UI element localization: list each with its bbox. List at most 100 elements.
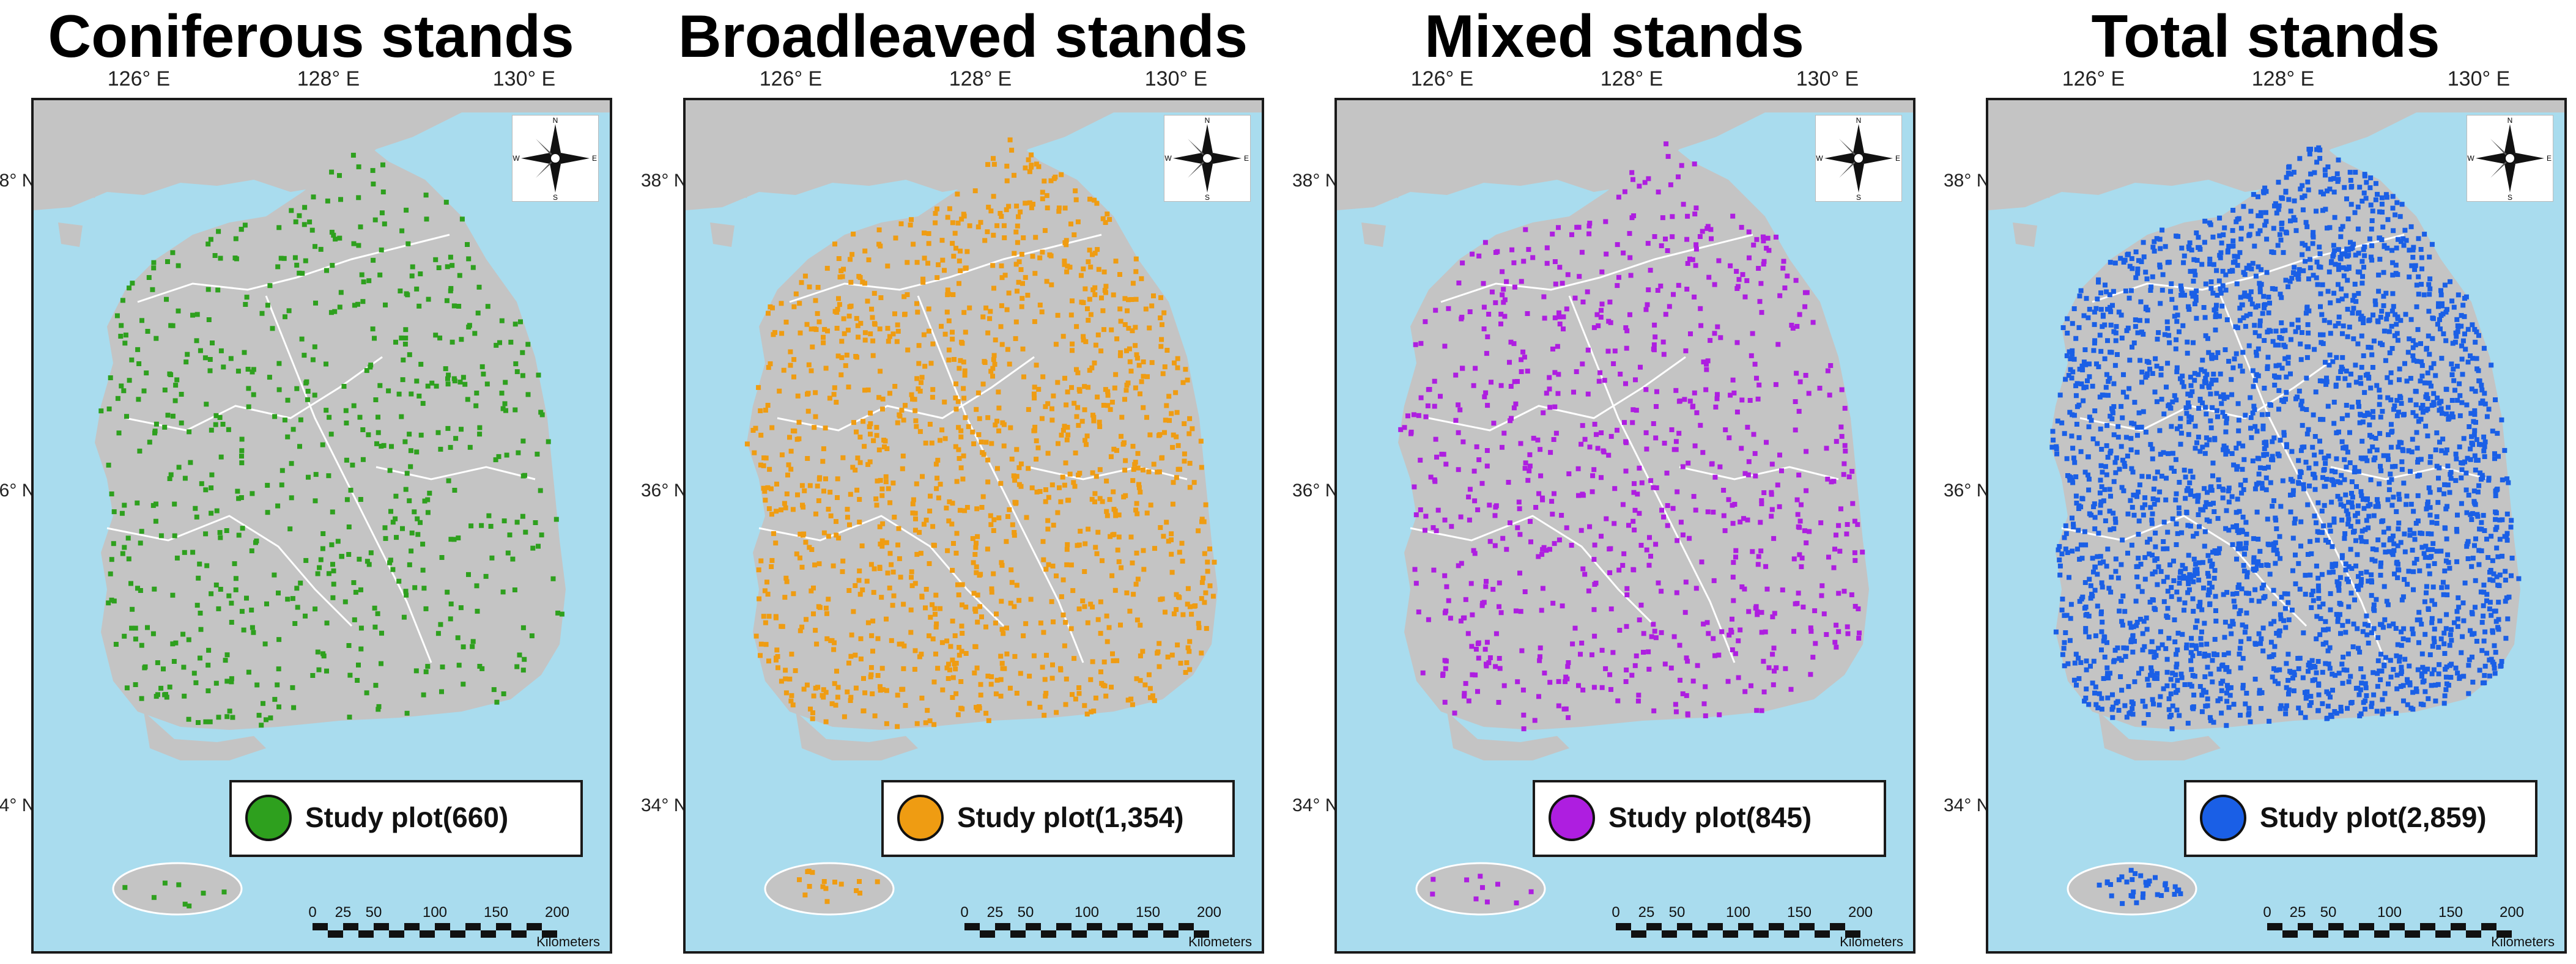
study-plot-point [1717,712,1722,718]
study-plot-point [949,521,955,527]
study-plot-point [1063,620,1068,625]
study-plot-point [2350,298,2356,303]
study-plot-point [337,173,342,178]
study-plot-point [1517,506,1522,512]
study-plot-point [2207,262,2213,267]
study-plot-point [1035,445,1041,451]
study-plot-point [2426,696,2431,701]
study-plot-point [239,454,244,459]
study-plot-point [2493,650,2498,655]
study-plot-point [1623,325,1629,331]
study-plot-point [327,414,332,420]
study-plot-point [917,529,922,535]
study-plot-point [2344,196,2349,202]
panel-title: Broadleaved stands [678,2,1248,70]
study-plot-point [2487,606,2492,612]
study-plot-point [1839,387,1845,392]
study-plot-point [2207,220,2213,226]
study-plot-point [930,394,935,400]
study-plot-point [2436,304,2441,309]
study-plot-point [291,705,297,710]
study-plot-point [1663,312,1668,317]
study-plot-point [1084,442,1089,447]
study-plot-point [2098,611,2104,617]
study-plot-point [804,617,809,622]
study-plot-point [2164,669,2170,675]
study-plot-point [810,344,815,350]
study-plot-point [1639,480,1645,485]
study-plot-point [1812,608,1818,614]
study-plot-point [535,451,540,457]
study-plot-point [1572,625,1578,631]
study-plot-point [2109,575,2114,580]
study-plot-point [450,339,455,345]
study-plot-point [2470,679,2476,685]
study-plot-point [2179,245,2185,251]
study-plot-point [1076,422,1081,428]
study-plot-point [1199,596,1204,602]
study-plot-point [1673,388,1679,393]
study-plot-point [254,682,260,688]
study-plot-point [1082,384,1087,389]
study-plot-point [935,206,939,212]
study-plot-point [963,605,969,610]
study-plot-point [1169,537,1174,543]
study-plot-point [1769,462,1775,467]
study-plot-point [477,664,483,669]
study-plot-point [2086,613,2092,619]
study-plot-point [821,694,826,700]
study-plot-point [1745,517,1750,523]
study-plot-point [2357,185,2363,190]
study-plot-point [2221,592,2226,597]
study-plot-point [218,535,223,540]
study-plot-point [2205,570,2210,576]
study-plot-point [1029,205,1034,210]
study-plot-point [2395,316,2400,322]
study-plot-point [2355,503,2361,509]
study-plot-point [285,397,291,403]
study-plot-point [1557,322,1563,326]
study-plot-point [1731,560,1736,565]
study-plot-point [973,644,979,649]
study-plot-point [2234,556,2239,562]
study-plot-point [370,167,376,173]
map-panel-coniferous: Coniferous stands 126° E 128° E 130° E 3… [0,0,621,964]
study-plot-point [2416,274,2421,279]
study-plot-point [1628,273,1634,278]
study-plot-point [1677,398,1682,403]
study-plot-point [1580,300,1586,304]
study-plot-point [957,456,962,461]
study-plot-point [2429,616,2435,621]
study-plot-point [1472,498,1478,504]
study-plot-point [2235,585,2241,590]
study-plot-point [2178,671,2184,677]
study-plot-point [1538,447,1543,452]
study-plot-point [837,274,843,280]
study-plot-point [1064,676,1069,682]
study-plot-point [1449,524,1454,529]
study-plot-point [2256,231,2261,237]
study-plot-point [1021,235,1026,240]
study-plot-point [2451,378,2457,383]
study-plot-point [1426,617,1431,622]
study-plot-point [981,452,986,457]
study-plot-point [1147,686,1153,691]
study-plot-point [2057,557,2062,562]
study-plot-point [536,543,541,549]
north-arrow: N E S W [1164,115,1251,202]
study-plot-point [2463,487,2469,493]
study-plot-point [2221,396,2227,401]
study-plot-point [423,193,429,198]
study-plot-point [448,444,453,450]
scale-tick-label: 25 [1638,904,1655,921]
study-plot-point [1165,654,1171,660]
study-plot-point [2363,685,2369,691]
study-plot-point [895,420,900,425]
study-plot-point [2487,600,2493,605]
study-plot-point [2087,374,2092,380]
study-plot-point [2327,225,2333,230]
study-plot-point [152,429,158,434]
study-plot-point [1108,407,1113,412]
study-plot-point [2459,313,2464,318]
study-plot-point [973,545,979,550]
